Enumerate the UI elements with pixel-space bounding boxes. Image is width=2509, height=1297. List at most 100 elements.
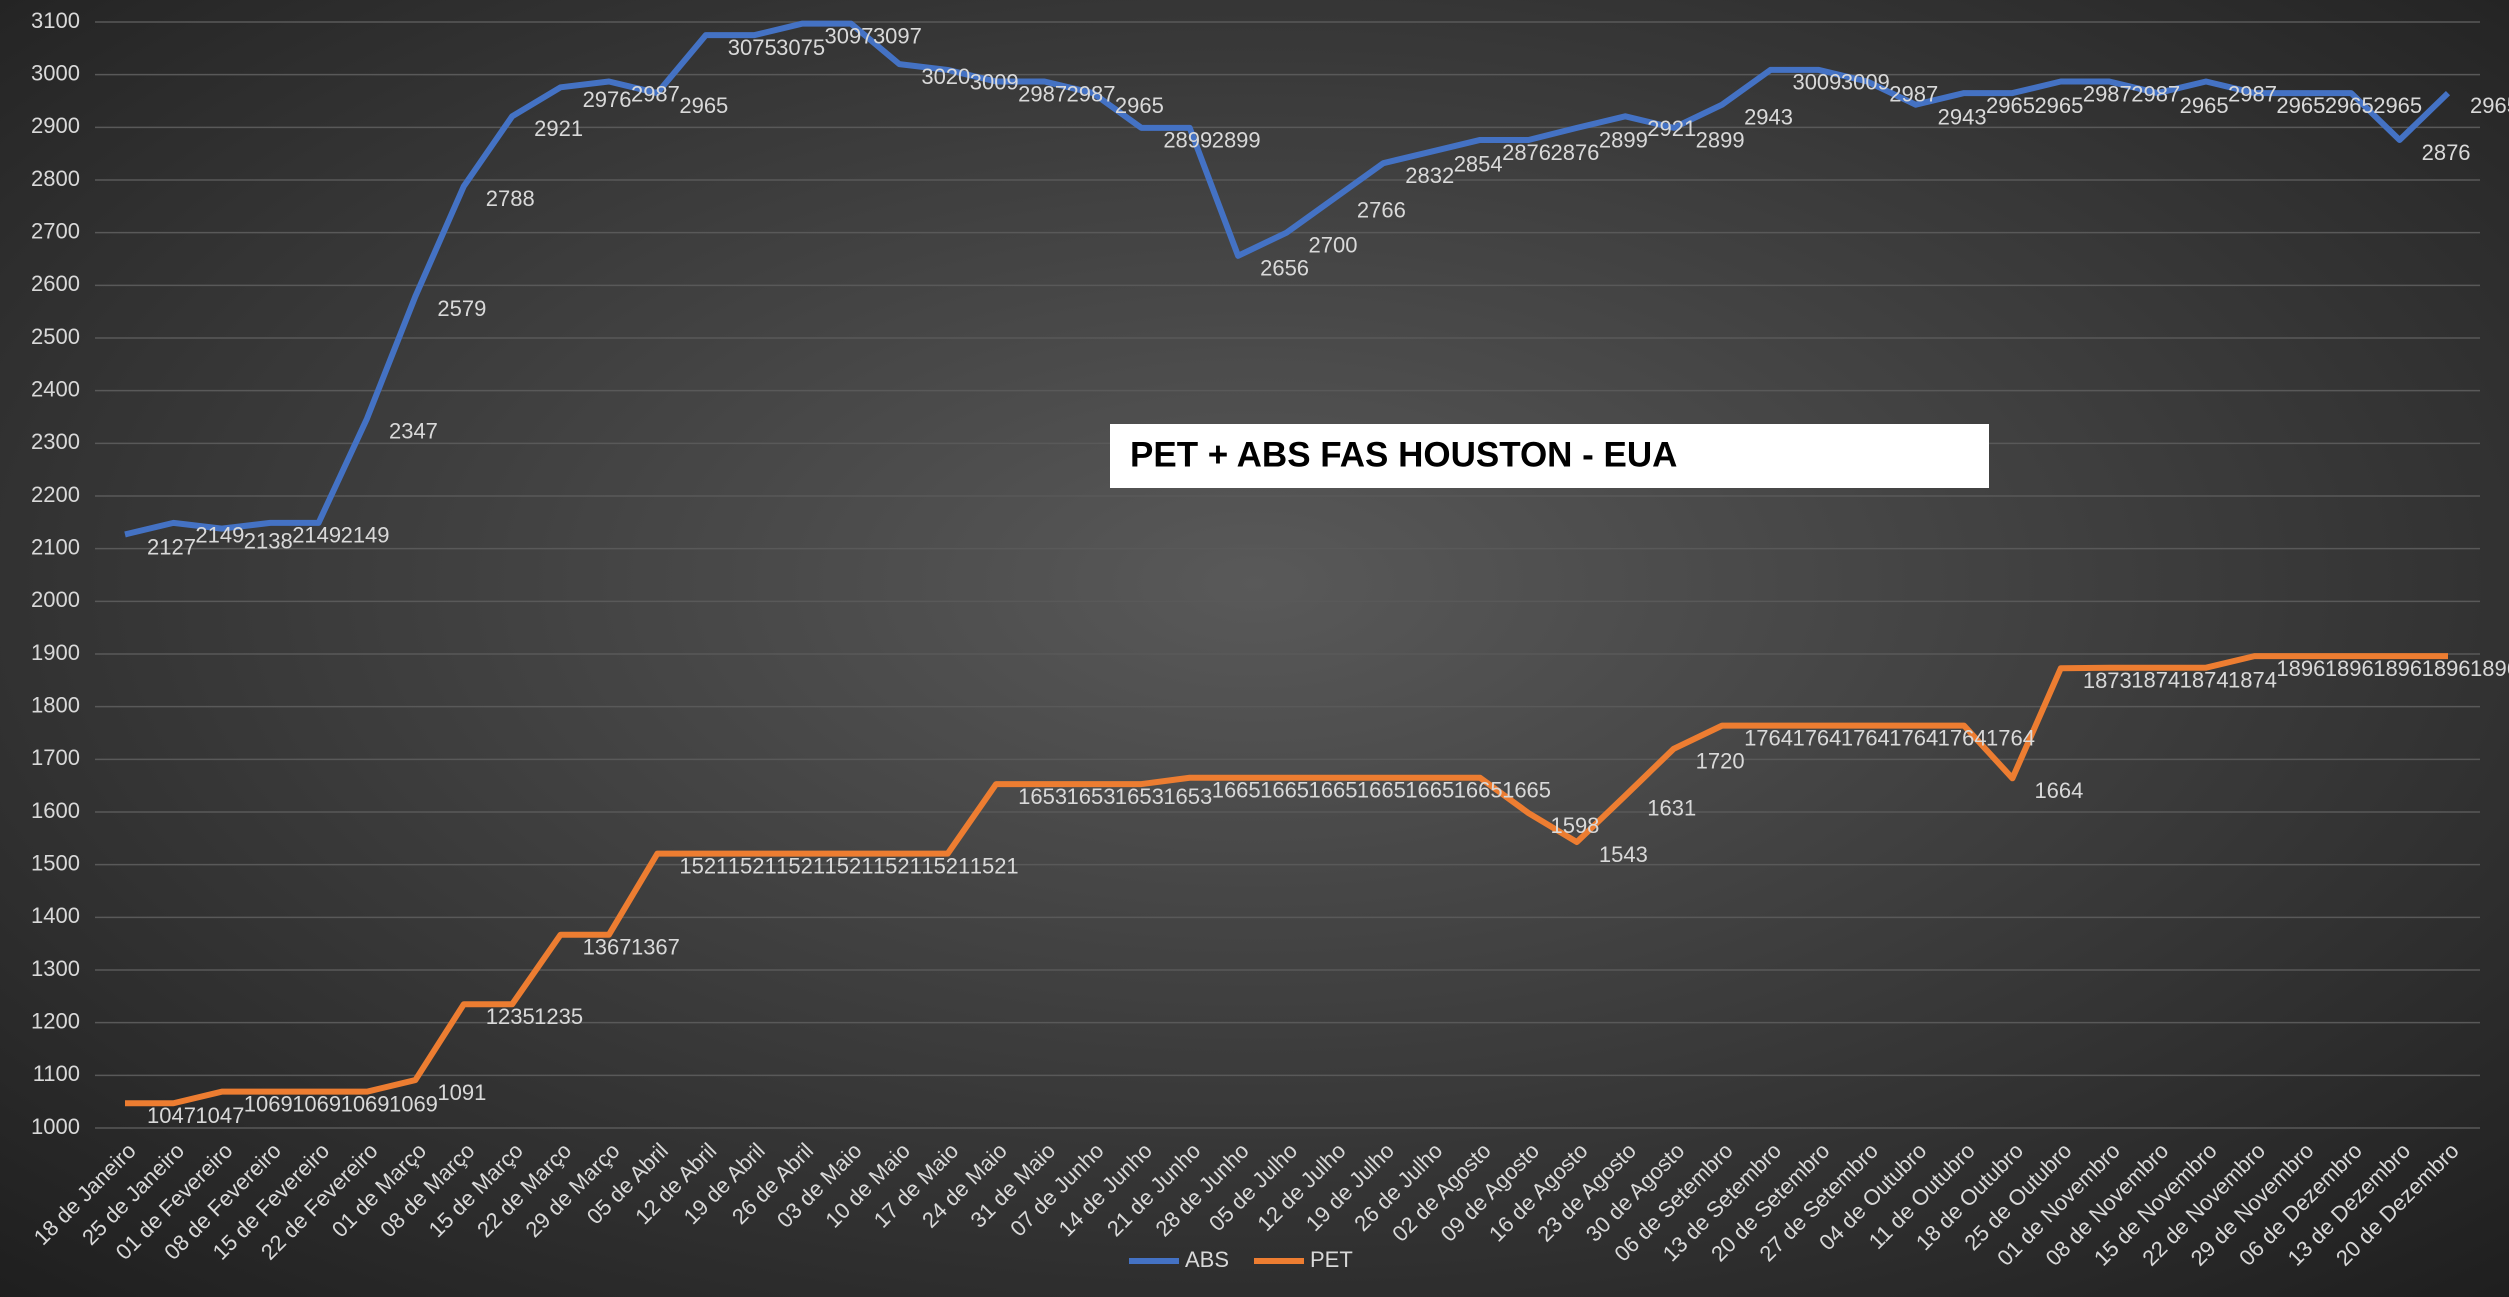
data-label: 2656: [1260, 256, 1309, 281]
data-label: 2965: [2276, 93, 2325, 118]
data-label: 1521: [728, 853, 777, 878]
data-label: 1665: [1502, 778, 1551, 803]
chart-title: PET + ABS FAS HOUSTON - EUA: [1130, 435, 1677, 474]
data-label: 2788: [486, 186, 535, 211]
data-label: 2899: [1163, 128, 1212, 153]
line: [125, 653, 2448, 1107]
data-label: 2347: [389, 418, 438, 443]
y-tick-label: 1600: [31, 798, 80, 823]
data-label: 1653: [1163, 784, 1212, 809]
data-label: 2921: [1647, 116, 1696, 141]
y-tick-label: 1700: [31, 745, 80, 770]
legend-label: ABS: [1185, 1247, 1229, 1272]
data-label: 3009: [1792, 70, 1841, 95]
data-label: 2987: [2228, 81, 2277, 106]
y-tick-label: 1100: [33, 1061, 80, 1086]
data-label: 2138: [244, 528, 293, 553]
data-label: 1874: [2180, 668, 2229, 693]
data-label: 2965: [679, 93, 728, 118]
data-label: 1235: [486, 1004, 535, 1029]
data-label: 2149: [341, 523, 390, 548]
data-label: 1665: [1212, 778, 1261, 803]
data-label: 3009: [970, 70, 1019, 95]
data-label: 1521: [679, 853, 728, 878]
data-label: 2965: [1115, 93, 1164, 118]
data-label: 1764: [1792, 725, 1841, 750]
data-label: 2899: [1696, 128, 1745, 153]
y-tick-label: 2000: [31, 587, 80, 612]
y-tick-label: 3100: [31, 8, 80, 33]
y-tick-label: 1200: [31, 1008, 80, 1033]
data-label: 1764: [1938, 725, 1987, 750]
data-label: 2766: [1357, 198, 1406, 223]
y-tick-label: 2900: [31, 113, 80, 138]
data-label: 2700: [1309, 232, 1358, 257]
y-tick-label: 1000: [31, 1114, 80, 1139]
data-label: 1665: [1454, 778, 1503, 803]
data-label: 2899: [1599, 128, 1648, 153]
y-tick-label: 2100: [31, 534, 80, 559]
data-label: 1598: [1550, 813, 1599, 838]
y-tick-label: 1800: [31, 692, 80, 717]
data-label: 1091: [437, 1080, 486, 1105]
data-label: 2127: [147, 534, 196, 559]
data-label: 1069: [292, 1091, 341, 1116]
data-label: 1764: [1889, 725, 1938, 750]
data-label: 3020: [921, 64, 970, 89]
data-label: 1047: [147, 1103, 196, 1128]
data-label: 3075: [728, 35, 777, 60]
data-label: 2987: [1067, 81, 1116, 106]
legend-label: PET: [1310, 1247, 1353, 1272]
data-label: 2943: [1938, 104, 1987, 129]
data-label: 1653: [1115, 784, 1164, 809]
data-label: 3009: [1841, 70, 1890, 95]
data-label: 1069: [389, 1091, 438, 1116]
data-label: 2965: [2325, 93, 2374, 118]
data-label: 2876: [1550, 140, 1599, 165]
data-label: 2149: [292, 523, 341, 548]
y-tick-label: 2600: [31, 271, 80, 296]
line: [124, 20, 2451, 538]
y-tick-label: 1500: [31, 850, 80, 875]
data-label: 1896: [2276, 656, 2325, 681]
data-label: 1653: [1018, 784, 1067, 809]
data-label: 1521: [921, 853, 970, 878]
data-label: 1631: [1647, 795, 1696, 820]
y-tick-label: 2400: [31, 376, 80, 401]
data-label: 2579: [437, 296, 486, 321]
data-label: 1543: [1599, 842, 1648, 867]
data-label: 2149: [195, 523, 244, 548]
data-label: 1874: [2228, 668, 2277, 693]
data-label: 2943: [1744, 104, 1793, 129]
data-label: 1235: [534, 1004, 583, 1029]
data-label: 2876: [1502, 140, 1551, 165]
data-label: 3097: [825, 23, 874, 48]
data-label: 1896: [2373, 656, 2422, 681]
data-label: 2965: [2180, 93, 2229, 118]
data-label: 1764: [1841, 725, 1890, 750]
data-label: 1764: [1986, 725, 2035, 750]
data-label: 2987: [631, 81, 680, 106]
data-label: 1367: [583, 935, 632, 960]
data-label: 3097: [873, 23, 922, 48]
data-label: 1896: [2422, 656, 2471, 681]
data-label: 1896: [2325, 656, 2374, 681]
data-label: 1665: [1260, 778, 1309, 803]
data-label: 2854: [1454, 151, 1503, 176]
y-tick-label: 3000: [31, 60, 80, 85]
data-label: 2987: [2083, 81, 2132, 106]
data-label: 2987: [2131, 81, 2180, 106]
data-label: 2965: [2373, 93, 2422, 118]
data-label: 1367: [631, 935, 680, 960]
y-tick-label: 1900: [31, 640, 80, 665]
y-tick-label: 2300: [31, 429, 80, 454]
data-label: 1069: [341, 1091, 390, 1116]
data-label: 2965: [1986, 93, 2035, 118]
y-tick-label: 2700: [31, 218, 80, 243]
data-label: 2976: [583, 87, 632, 112]
data-label: 1664: [2034, 778, 2083, 803]
data-label: 1665: [1405, 778, 1454, 803]
data-label: 1874: [2131, 668, 2180, 693]
